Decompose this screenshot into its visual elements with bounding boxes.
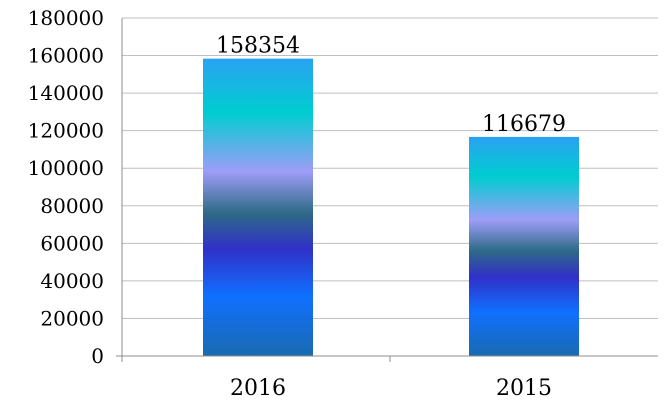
y-tick-label: 60000: [40, 231, 104, 255]
y-tick-label: 0: [91, 344, 104, 368]
category-label: 2016: [230, 376, 286, 401]
y-tick-label: 40000: [40, 269, 104, 293]
data-label: 158354: [216, 34, 300, 59]
bar-2015: [469, 136, 579, 356]
y-tick-label: 80000: [40, 194, 104, 218]
y-tick-label: 160000: [28, 44, 104, 68]
bars: [203, 58, 579, 357]
y-tick-label: 20000: [40, 306, 104, 330]
bar-2016: [203, 58, 313, 357]
data-label: 116679: [482, 112, 566, 137]
y-tick-label: 120000: [28, 119, 104, 143]
category-label: 2015: [496, 376, 552, 401]
category-labels: 2016 2015: [230, 376, 552, 401]
y-tick-label: 140000: [28, 81, 104, 105]
y-tick-labels: 0 20000 40000 60000 80000 100000 120000 140000 1…: [28, 6, 104, 368]
y-tick-label: 180000: [28, 6, 104, 30]
axes: [116, 18, 658, 362]
y-tick-label: 100000: [28, 156, 104, 180]
data-labels: 158354 116679: [216, 34, 566, 137]
